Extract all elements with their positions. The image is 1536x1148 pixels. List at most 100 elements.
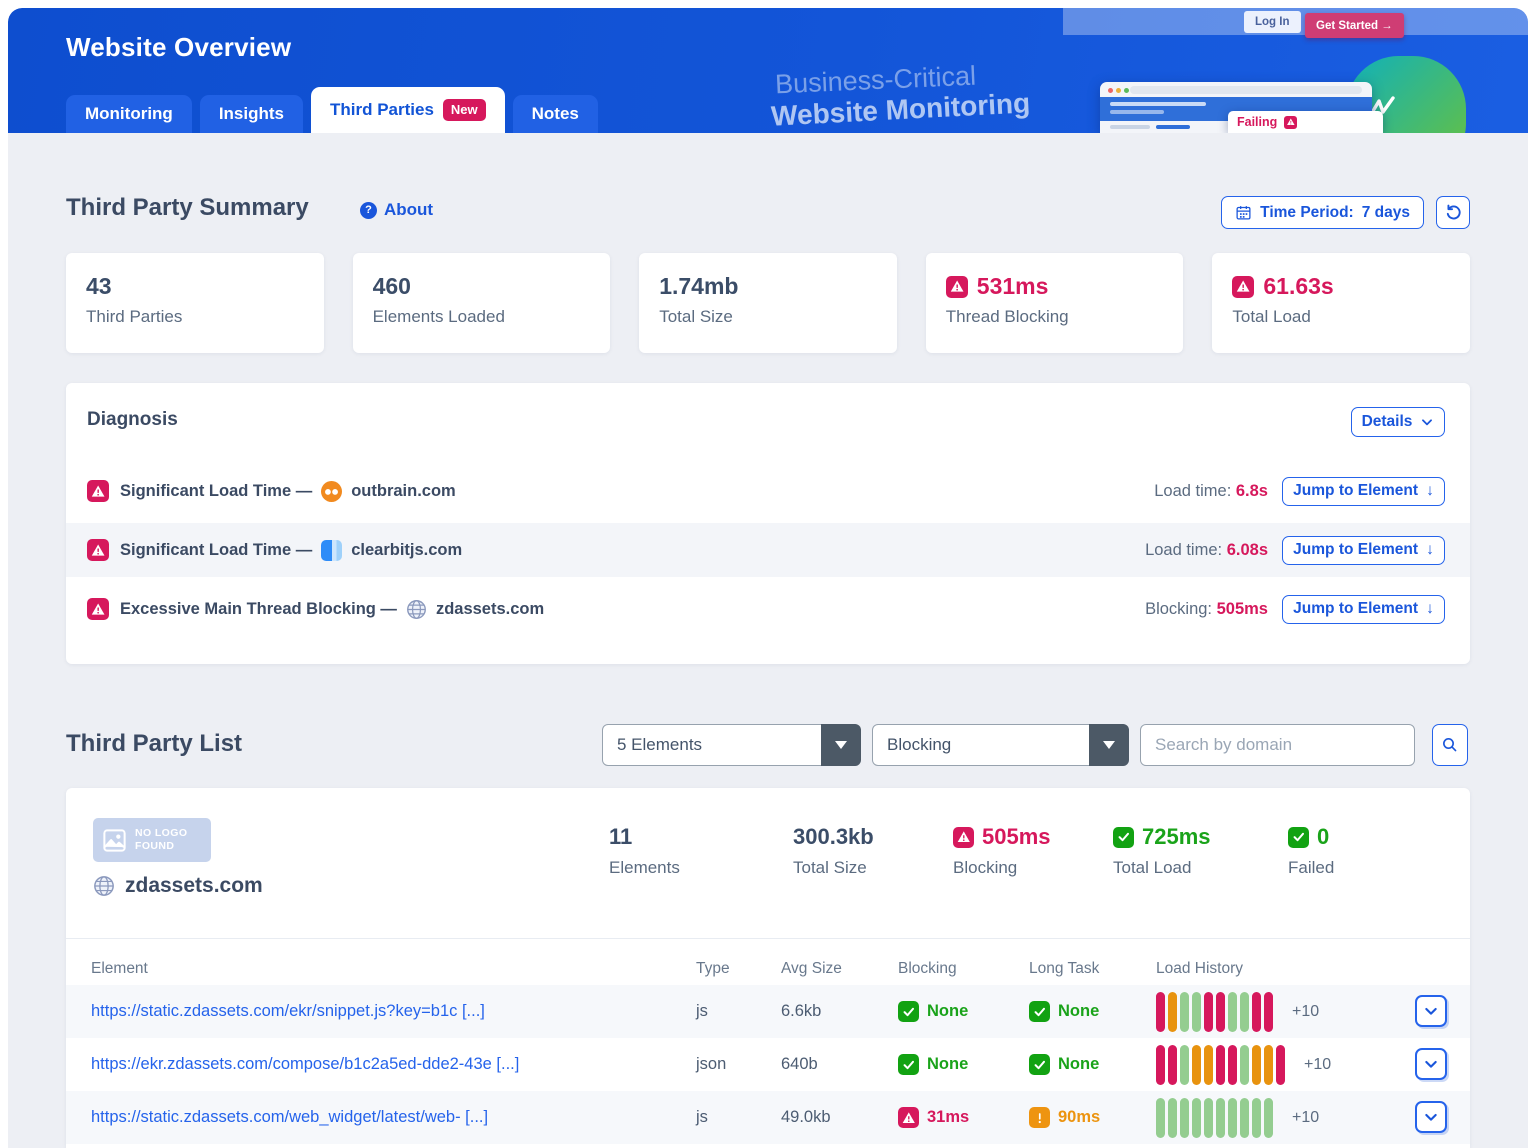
page-canvas: Business-Critical Website Monitoring Log… bbox=[8, 8, 1528, 1148]
stat-elements: 11 Elements bbox=[609, 824, 680, 877]
history-bar bbox=[1156, 1044, 1165, 1085]
diagnosis-row: Significant Load Time — clearbitjs.com L… bbox=[66, 523, 1470, 577]
summary-card-total-size: 1.74mb Total Size bbox=[639, 253, 897, 353]
tab-notes[interactable]: Notes bbox=[512, 95, 598, 133]
history-bar bbox=[1180, 991, 1189, 1032]
chevron-down-icon bbox=[1088, 724, 1129, 766]
check-icon bbox=[898, 1054, 919, 1075]
details-label: Details bbox=[1361, 413, 1413, 430]
time-period-label: Time Period: bbox=[1260, 203, 1354, 221]
table-row: https://static.zdassets.com/ekr/snippet.… bbox=[66, 985, 1470, 1038]
about-link[interactable]: ? About bbox=[360, 200, 433, 220]
history-bar bbox=[1240, 1097, 1249, 1138]
warning-icon bbox=[1232, 275, 1255, 298]
arrow-down-icon: ↓ bbox=[1426, 541, 1434, 558]
warning-icon bbox=[953, 826, 974, 848]
stat-total-size: 300.3kb Total Size bbox=[793, 824, 874, 877]
check-icon bbox=[1029, 1054, 1050, 1075]
search-domain-input[interactable] bbox=[1140, 724, 1415, 766]
history-bar bbox=[1192, 991, 1201, 1032]
third-party-list-title: Third Party List bbox=[66, 730, 243, 757]
chevron-down-icon bbox=[1422, 419, 1433, 426]
column-header-long-task: Long Task bbox=[1029, 960, 1100, 977]
check-icon bbox=[1113, 826, 1134, 848]
refresh-button[interactable] bbox=[1436, 196, 1470, 229]
load-history-bars bbox=[1156, 1038, 1285, 1091]
history-bar bbox=[1264, 991, 1273, 1032]
column-header-avg-size: Avg Size bbox=[781, 960, 842, 977]
history-bar bbox=[1240, 1044, 1249, 1085]
globe-icon bbox=[406, 599, 427, 620]
check-icon bbox=[898, 1001, 919, 1022]
element-url-link[interactable]: https://ekr.zdassets.com/compose/b1c2a5e… bbox=[91, 1055, 520, 1073]
diagnosis-title: Diagnosis bbox=[87, 409, 178, 430]
warning-icon bbox=[87, 480, 109, 502]
history-bar bbox=[1204, 1097, 1213, 1138]
element-url-link[interactable]: https://static.zdassets.com/ekr/snippet.… bbox=[91, 1002, 485, 1020]
third-party-card: NO LOGO FOUND zdassets.com 11 Elements 30… bbox=[66, 788, 1470, 1148]
warning-icon bbox=[945, 275, 968, 298]
chevron-down-icon bbox=[1425, 1060, 1437, 1068]
hero-scribble-icon bbox=[1368, 96, 1395, 118]
history-bar bbox=[1168, 1044, 1177, 1085]
history-bar bbox=[1228, 1044, 1237, 1085]
stat-blocking: 505ms Blocking bbox=[953, 824, 1051, 877]
tab-insights[interactable]: Insights bbox=[199, 95, 303, 133]
help-icon: ? bbox=[360, 201, 377, 219]
element-url-link[interactable]: https://static.zdassets.com/web_widget/l… bbox=[91, 1108, 489, 1126]
column-header-blocking: Blocking bbox=[898, 960, 957, 977]
outbrain-logo-icon bbox=[321, 480, 343, 502]
time-period-value: 7 days bbox=[1361, 203, 1410, 221]
tab-monitoring[interactable]: Monitoring bbox=[66, 95, 192, 133]
jump-to-element-button[interactable]: Jump to Element ↓ bbox=[1282, 476, 1445, 506]
table-row: https://ekr.zdassets.com/compose/b1c2a5e… bbox=[66, 1038, 1470, 1091]
summary-card-third-parties: 43 Third Parties bbox=[66, 253, 324, 353]
load-history-bars bbox=[1156, 985, 1273, 1038]
about-link-label: About bbox=[384, 200, 434, 219]
history-bar bbox=[1168, 991, 1177, 1032]
hero-failing-card: Failing bbox=[1228, 111, 1383, 133]
elements-filter-select[interactable]: 5 Elements bbox=[602, 724, 861, 766]
jump-to-element-button[interactable]: Jump to Element ↓ bbox=[1282, 594, 1445, 624]
globe-icon bbox=[93, 875, 115, 897]
time-period-button[interactable]: Time Period: 7 days bbox=[1221, 196, 1424, 229]
history-bar bbox=[1216, 1044, 1225, 1085]
page-title: Website Overview bbox=[66, 32, 292, 62]
expand-row-button[interactable] bbox=[1415, 1101, 1447, 1133]
history-bar bbox=[1252, 991, 1261, 1032]
history-bar bbox=[1264, 1044, 1273, 1085]
warning-icon bbox=[1284, 115, 1298, 129]
history-bar bbox=[1228, 991, 1237, 1032]
expand-row-button[interactable] bbox=[1415, 995, 1447, 1027]
summary-card-elements-loaded: 460 Elements Loaded bbox=[352, 253, 611, 353]
new-badge: New bbox=[442, 99, 486, 121]
search-button[interactable] bbox=[1432, 724, 1468, 766]
tab-third-parties[interactable]: Third Parties New bbox=[310, 87, 505, 133]
history-bar bbox=[1204, 1044, 1213, 1085]
chevron-down-icon bbox=[1425, 1007, 1437, 1015]
history-bar bbox=[1276, 1044, 1285, 1085]
stat-total-load: 725ms Total Load bbox=[1113, 824, 1211, 877]
hero-background-image: Business-Critical Website Monitoring Log… bbox=[568, 8, 1528, 133]
history-bar bbox=[1240, 991, 1249, 1032]
summary-cards-row: 43 Third Parties 460 Elements Loaded 1.7… bbox=[66, 253, 1470, 353]
diagnosis-row: Excessive Main Thread Blocking — zdasset… bbox=[66, 582, 1470, 636]
login-button[interactable]: Log In bbox=[1244, 11, 1301, 33]
details-button[interactable]: Details bbox=[1351, 407, 1445, 437]
sort-filter-select[interactable]: Blocking bbox=[872, 724, 1129, 766]
expand-row-button[interactable] bbox=[1415, 1048, 1447, 1080]
search-icon bbox=[1443, 738, 1457, 752]
history-bar bbox=[1264, 1097, 1273, 1138]
chevron-down-icon bbox=[1425, 1113, 1437, 1121]
hero-failing-label: Failing bbox=[1237, 115, 1278, 129]
history-bar bbox=[1156, 1097, 1165, 1138]
column-header-type: Type bbox=[696, 960, 730, 977]
calendar-icon bbox=[1236, 206, 1251, 220]
warning-icon bbox=[87, 598, 109, 620]
history-bar bbox=[1216, 991, 1225, 1032]
column-header-load-history: Load History bbox=[1156, 960, 1244, 977]
warning-icon bbox=[87, 539, 109, 561]
jump-to-element-button[interactable]: Jump to Element ↓ bbox=[1282, 535, 1445, 565]
stat-failed: 0 Failed bbox=[1288, 824, 1335, 877]
get-started-button[interactable]: Get Started → bbox=[1305, 13, 1404, 38]
